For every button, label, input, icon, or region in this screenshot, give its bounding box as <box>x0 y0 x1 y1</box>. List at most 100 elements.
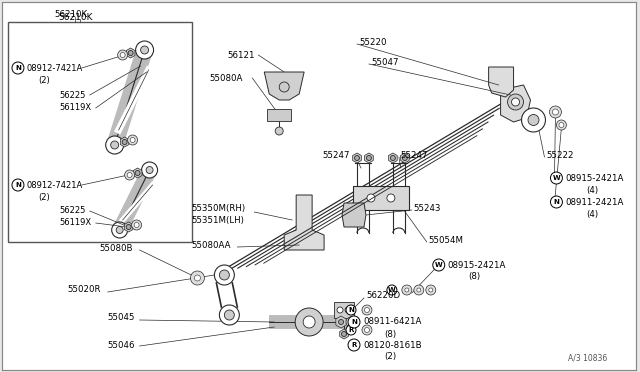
Text: 56121: 56121 <box>227 51 255 60</box>
Bar <box>8 22 193 242</box>
Circle shape <box>511 98 520 106</box>
Circle shape <box>12 62 24 74</box>
Text: W: W <box>552 175 560 181</box>
Circle shape <box>295 308 323 336</box>
Circle shape <box>132 220 141 230</box>
Circle shape <box>402 285 412 295</box>
Text: N: N <box>348 307 354 313</box>
Circle shape <box>12 179 24 191</box>
Circle shape <box>136 41 154 59</box>
Polygon shape <box>264 72 304 100</box>
Text: A/3 10836: A/3 10836 <box>568 353 607 362</box>
Circle shape <box>275 127 284 135</box>
Circle shape <box>362 325 372 335</box>
Text: (2): (2) <box>384 353 396 362</box>
Circle shape <box>134 222 139 228</box>
Circle shape <box>414 285 424 295</box>
Circle shape <box>508 94 524 110</box>
Text: N: N <box>554 199 559 205</box>
Text: 55045: 55045 <box>108 314 135 323</box>
Circle shape <box>345 307 351 313</box>
Text: 55220: 55220 <box>359 38 387 46</box>
Text: 55243: 55243 <box>414 203 442 212</box>
Circle shape <box>367 194 375 202</box>
Text: 56220D: 56220D <box>366 291 400 299</box>
Circle shape <box>390 155 396 160</box>
Circle shape <box>112 222 127 238</box>
Circle shape <box>125 170 134 180</box>
Text: W: W <box>435 262 443 268</box>
Circle shape <box>550 196 563 208</box>
Text: 08120-8161B: 08120-8161B <box>363 340 422 350</box>
Circle shape <box>528 115 539 125</box>
Circle shape <box>403 155 407 160</box>
Polygon shape <box>353 153 362 163</box>
Circle shape <box>348 316 360 328</box>
Text: (4): (4) <box>586 209 598 218</box>
Text: 55351M(LH): 55351M(LH) <box>191 215 244 224</box>
Circle shape <box>433 259 445 271</box>
Text: 08912-7421A: 08912-7421A <box>27 180 83 189</box>
Circle shape <box>387 194 395 202</box>
Circle shape <box>130 138 135 142</box>
Text: R: R <box>348 327 354 333</box>
Text: 56119X: 56119X <box>60 218 92 227</box>
Polygon shape <box>342 203 366 227</box>
Circle shape <box>559 122 564 128</box>
Circle shape <box>220 305 239 325</box>
Bar <box>334 302 354 318</box>
Text: 55054M: 55054M <box>429 235 464 244</box>
Text: 56119X: 56119X <box>60 103 92 112</box>
Circle shape <box>364 308 369 312</box>
Circle shape <box>128 51 133 55</box>
Text: 55046: 55046 <box>108 340 135 350</box>
Polygon shape <box>133 168 142 178</box>
Polygon shape <box>365 153 373 163</box>
Circle shape <box>191 271 204 285</box>
Circle shape <box>337 307 343 313</box>
Text: 08911-6421A: 08911-6421A <box>363 317 421 327</box>
Circle shape <box>346 325 356 335</box>
Text: 55047: 55047 <box>371 58 399 67</box>
Circle shape <box>122 140 127 144</box>
Circle shape <box>550 106 561 118</box>
Circle shape <box>126 224 131 230</box>
Text: (2): (2) <box>38 76 50 84</box>
Circle shape <box>426 285 436 295</box>
Polygon shape <box>120 137 129 147</box>
Text: (2): (2) <box>38 192 50 202</box>
Text: (8): (8) <box>384 330 396 339</box>
Text: 08915-2421A: 08915-2421A <box>448 260 506 269</box>
Circle shape <box>106 136 124 154</box>
Circle shape <box>355 155 360 160</box>
Polygon shape <box>340 329 348 339</box>
Circle shape <box>348 339 360 351</box>
Circle shape <box>387 285 397 295</box>
Text: (8): (8) <box>468 273 481 282</box>
Polygon shape <box>488 67 513 97</box>
Text: 55222: 55222 <box>547 151 574 160</box>
Circle shape <box>214 265 234 285</box>
Text: 56225: 56225 <box>60 205 86 215</box>
Text: 55080AA: 55080AA <box>191 241 231 250</box>
Text: 55020R: 55020R <box>68 285 101 295</box>
Circle shape <box>220 270 229 280</box>
Circle shape <box>417 288 421 292</box>
Text: 55080B: 55080B <box>100 244 133 253</box>
Circle shape <box>120 52 125 58</box>
Bar <box>268 109 291 121</box>
Circle shape <box>127 173 132 177</box>
Circle shape <box>141 162 157 178</box>
Circle shape <box>367 155 371 160</box>
Text: 55247: 55247 <box>322 151 349 160</box>
Circle shape <box>550 172 563 184</box>
Circle shape <box>429 288 433 292</box>
Circle shape <box>135 170 140 176</box>
Text: W: W <box>388 287 396 293</box>
Circle shape <box>362 305 372 315</box>
Polygon shape <box>401 153 409 163</box>
Circle shape <box>339 320 344 324</box>
Circle shape <box>146 167 153 173</box>
Text: R: R <box>351 342 356 348</box>
Text: 55080A: 55080A <box>209 74 243 83</box>
